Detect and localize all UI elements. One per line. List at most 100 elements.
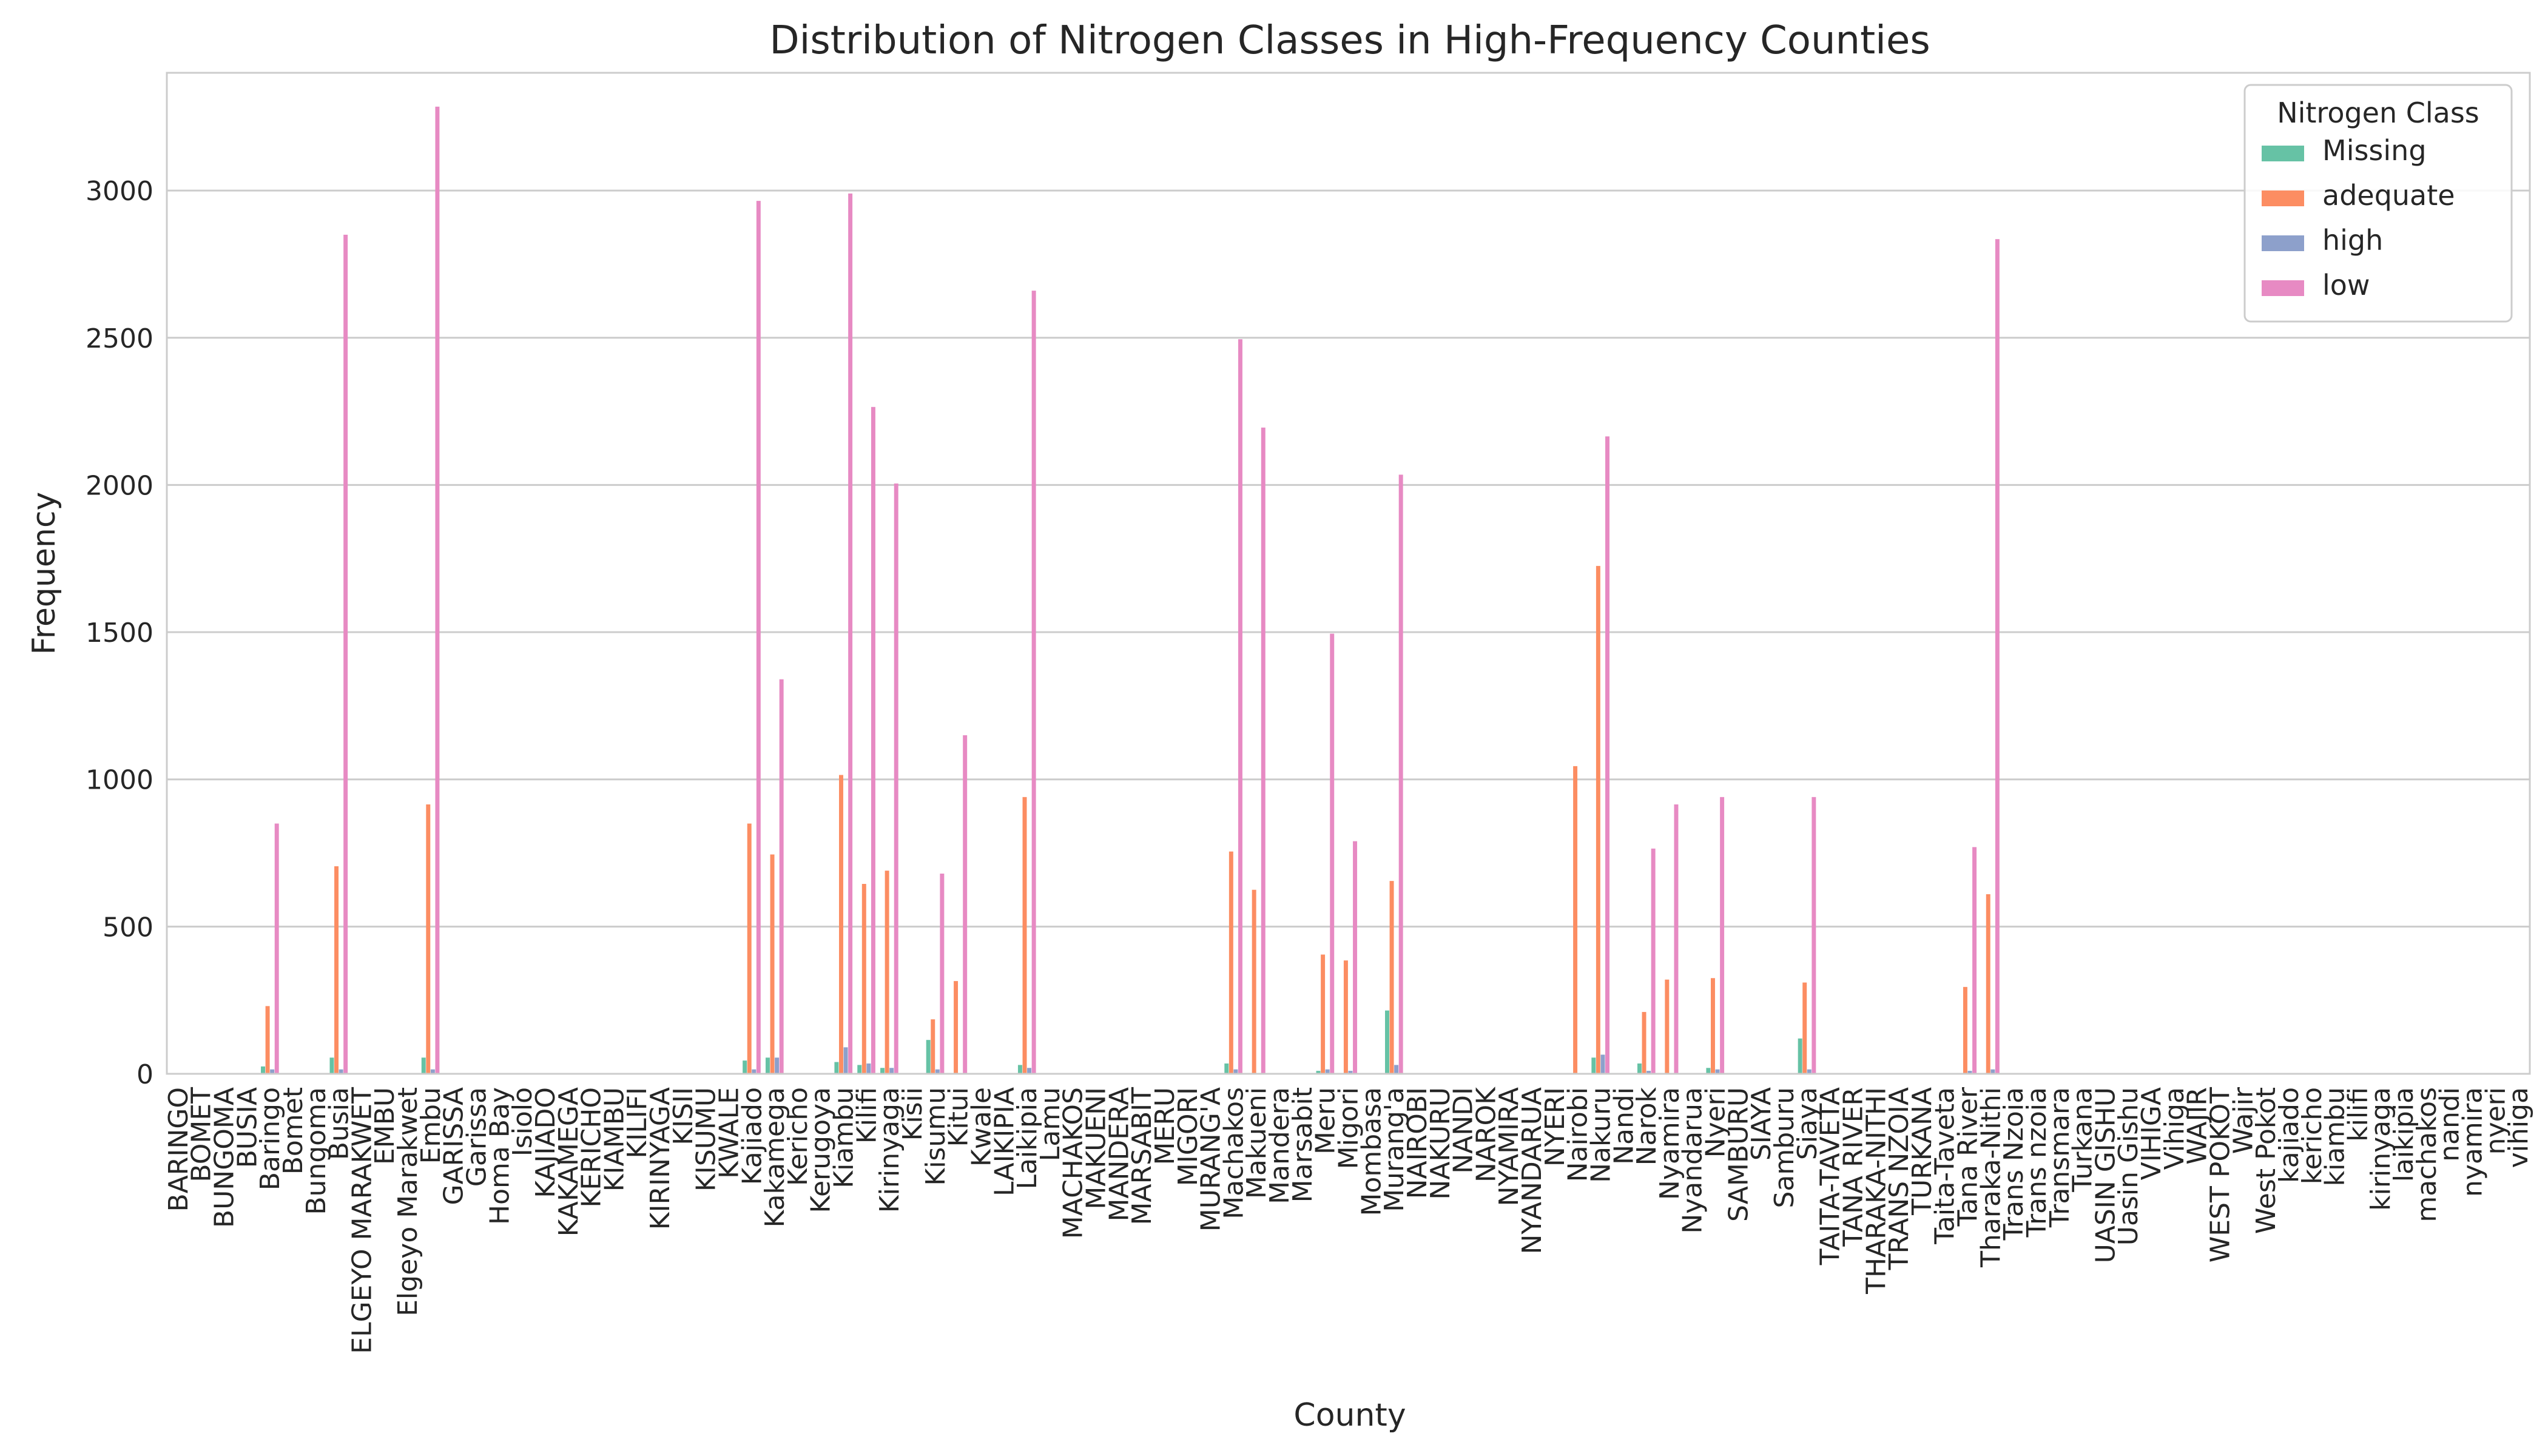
x-tick-label: LAIKIPIA — [989, 1087, 1020, 1196]
x-tick-label: Busia — [324, 1087, 355, 1160]
x-tick-label: NAKURU — [1425, 1087, 1456, 1200]
x-tick-label: Bungoma — [301, 1087, 332, 1215]
bar-missing-kirinyaga — [880, 1068, 885, 1074]
bar-low-tharaka-nithi — [1995, 239, 2000, 1074]
plot-frame — [166, 72, 2531, 1075]
bar-adequate-busia — [334, 866, 339, 1074]
bar-high-nyeri — [1715, 1069, 1720, 1074]
x-tick-label: West Pokot — [2251, 1087, 2282, 1234]
x-tick-label: Trans Nzoia — [1998, 1087, 2029, 1241]
bar-missing-kajiado — [743, 1060, 747, 1074]
x-tick-label: Nyeri — [1700, 1087, 1731, 1158]
bar-high-kirinyaga — [889, 1068, 894, 1074]
x-tick-label: Kerugoya — [806, 1087, 837, 1213]
legend-label-low: low — [2322, 269, 2370, 302]
x-tick-label: KISUMU — [691, 1087, 722, 1191]
bar-adequate-nairobi — [1573, 766, 1578, 1074]
x-tick-label: BUNGOMA — [209, 1087, 240, 1228]
x-tick-label: Nakuru — [1585, 1087, 1616, 1183]
x-tick-label: KAJIADO — [530, 1087, 561, 1198]
legend-swatch-low — [2262, 280, 2304, 296]
legend-swatch-missing — [2262, 146, 2304, 161]
x-tick-label: BARINGO — [163, 1087, 194, 1212]
bar-high-busia — [339, 1069, 343, 1074]
bar-missing-nakuru — [1591, 1057, 1596, 1074]
legend-label-missing: Missing — [2322, 134, 2427, 167]
x-tick-label: Kilifi — [851, 1087, 882, 1144]
x-tick-label: kericho — [2297, 1087, 2328, 1184]
bar-missing-kiambu — [834, 1062, 839, 1074]
x-tick-label: MAKUENI — [1081, 1087, 1112, 1210]
bar-high-nakuru — [1600, 1054, 1605, 1074]
bar-adequate-tana-river — [1963, 986, 1967, 1074]
x-tick-label: Kwale — [966, 1087, 997, 1167]
bar-low-kitui — [963, 735, 968, 1074]
x-tick-label: Elgeyo Marakwet — [393, 1087, 423, 1316]
x-tick-label: Bomet — [278, 1087, 309, 1175]
x-tick-label: MIGORI — [1173, 1087, 1204, 1186]
bar-adequate-kilifi — [861, 883, 866, 1074]
bar-adequate-migori — [1343, 960, 1348, 1074]
bar-adequate-makueni — [1252, 889, 1256, 1074]
x-tick-label: MARSABIT — [1127, 1087, 1158, 1225]
x-tick-label: ELGEYO MARAKWET — [346, 1087, 377, 1354]
x-tick-label: MERU — [1150, 1087, 1181, 1165]
bar-adequate-nyamira — [1665, 979, 1670, 1074]
x-tick-label: Laikipia — [1012, 1087, 1043, 1190]
bar-high-kajiado — [752, 1069, 757, 1074]
y-tick-label: 0 — [136, 1059, 153, 1090]
x-tick-label: KERICHO — [576, 1087, 607, 1208]
x-tick-label: Tana River — [1953, 1087, 1984, 1227]
bar-high-embu — [430, 1069, 435, 1074]
x-tick-label: nyeri — [2480, 1087, 2511, 1154]
x-tick-label: Turkana — [2068, 1087, 2098, 1193]
x-tick-label: KAKAMEGA — [553, 1087, 584, 1236]
x-tick-label: TRANS NZOIA — [1884, 1087, 1915, 1270]
x-tick-label: NAROK — [1471, 1087, 1502, 1182]
x-tick-label: BOMET — [186, 1087, 217, 1182]
bar-missing-kakamega — [765, 1057, 770, 1074]
x-tick-label: Vihiga — [2159, 1087, 2190, 1170]
bar-low-tana-river — [1972, 847, 1977, 1074]
x-tick-label: KISII — [668, 1087, 699, 1145]
bar-missing-busia — [329, 1057, 334, 1074]
x-tick-label: Lamu — [1035, 1087, 1066, 1161]
bar-high-murang-a — [1394, 1065, 1399, 1074]
y-tick-label: 1000 — [86, 765, 153, 796]
chart-title: Distribution of Nitrogen Classes in High… — [769, 18, 1930, 63]
x-tick-label: Kakamega — [760, 1087, 790, 1228]
x-tick-label: MACHAKOS — [1058, 1087, 1089, 1239]
x-tick-label: GARISSA — [439, 1087, 470, 1205]
bar-missing-kisumu — [926, 1040, 931, 1074]
y-tick-labels: 0 500 1000 1500 2000 2500 3000 — [86, 176, 153, 1090]
bar-missing-meru — [1316, 1071, 1321, 1074]
bar-low-busia — [343, 234, 348, 1074]
x-tick-label: Uasin Gishu — [2113, 1087, 2144, 1245]
bar-high-machakos — [1233, 1069, 1238, 1074]
bar-low-kilifi — [871, 406, 875, 1074]
bar-missing-kilifi — [857, 1065, 862, 1074]
bar-high-kakamega — [775, 1057, 780, 1074]
x-tick-label: Makueni — [1241, 1087, 1272, 1199]
bar-low-narok — [1651, 848, 1656, 1074]
bar-adequate-nyeri — [1710, 978, 1715, 1074]
x-tick-label: Garissa — [462, 1087, 493, 1187]
x-tick-label: UASIN GISHU — [2090, 1087, 2121, 1263]
x-tick-label: Kericho — [783, 1087, 814, 1186]
bar-high-tharaka-nithi — [1990, 1069, 1995, 1074]
bar-adequate-siaya — [1802, 982, 1807, 1074]
bar-adequate-narok — [1642, 1012, 1646, 1074]
x-tick-label: laikipia — [2388, 1087, 2419, 1182]
x-tick-label: machakos — [2412, 1087, 2442, 1222]
bar-high-laikipia — [1027, 1068, 1032, 1074]
x-tick-label: Baringo — [255, 1087, 286, 1190]
legend: Nitrogen Class Missing adequate high low — [2243, 84, 2513, 323]
bar-low-kajiado — [756, 201, 761, 1074]
x-tick-label: NAIROBI — [1402, 1087, 1433, 1199]
bar-high-tana-river — [1967, 1071, 1972, 1074]
x-tick-label: EMBU — [369, 1087, 400, 1165]
x-tick-label: NYANDARUA — [1517, 1087, 1548, 1254]
bar-low-baringo — [274, 823, 279, 1074]
x-tick-label: KWALE — [713, 1087, 744, 1179]
bar-low-kisumu — [940, 874, 945, 1074]
